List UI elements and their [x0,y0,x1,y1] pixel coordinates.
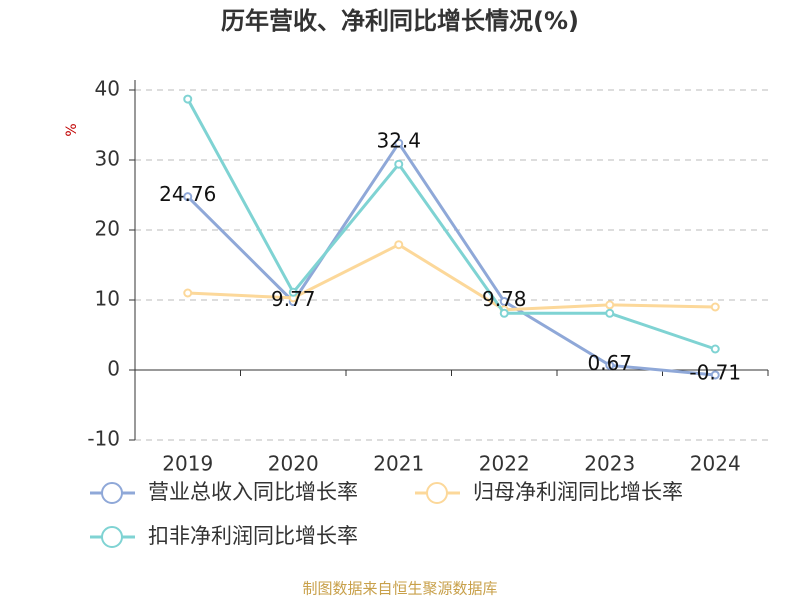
legend-marker [101,482,123,504]
data-point [394,159,404,169]
data-label: 24.76 [159,182,216,206]
legend-marker [426,482,448,504]
data-point [183,288,193,298]
data-point [710,344,720,354]
data-point [183,192,193,202]
x-tick-label: 2024 [690,452,741,476]
chart-title: 历年营收、净利同比增长情况(%) [221,7,579,35]
legend-label: 营业总收入同比增长率 [148,480,358,504]
series-line [187,242,716,312]
data-point [499,308,509,318]
data-label: 9.78 [482,287,527,311]
series-line [186,98,716,351]
y-tick-label: 10 [95,287,120,311]
source-note: 制图数据来自恒生聚源数据库 [302,580,497,598]
data-label: 9.77 [271,287,316,311]
y-tick-label: 20 [95,217,120,241]
data-point [710,302,720,312]
data-point [605,308,615,318]
data-point [394,240,404,250]
data-point [288,287,298,297]
series-line [186,140,716,377]
data-point [710,370,720,380]
y-axis-unit: % [64,123,80,136]
data-point [499,297,509,307]
x-tick-label: 2023 [584,452,635,476]
y-tick-label: 30 [95,147,120,171]
data-label: -0.71 [689,360,741,384]
y-tick-label: 40 [95,77,120,101]
x-tick-label: 2021 [373,452,424,476]
data-point [605,360,615,370]
data-point [183,94,193,104]
x-tick-label: 2019 [162,452,213,476]
legend-label: 归母净利润同比增长率 [473,480,683,504]
legend-label: 扣非净利润同比增长率 [148,524,358,548]
x-tick-label: 2020 [268,452,319,476]
data-label: 0.67 [587,351,632,375]
y-tick-label: 0 [107,357,120,381]
data-point [394,138,404,148]
y-tick-label: -10 [87,427,120,451]
x-tick-label: 2022 [479,452,530,476]
data-point [605,300,615,310]
legend-marker [101,526,123,548]
data-label: 32.4 [376,129,421,153]
